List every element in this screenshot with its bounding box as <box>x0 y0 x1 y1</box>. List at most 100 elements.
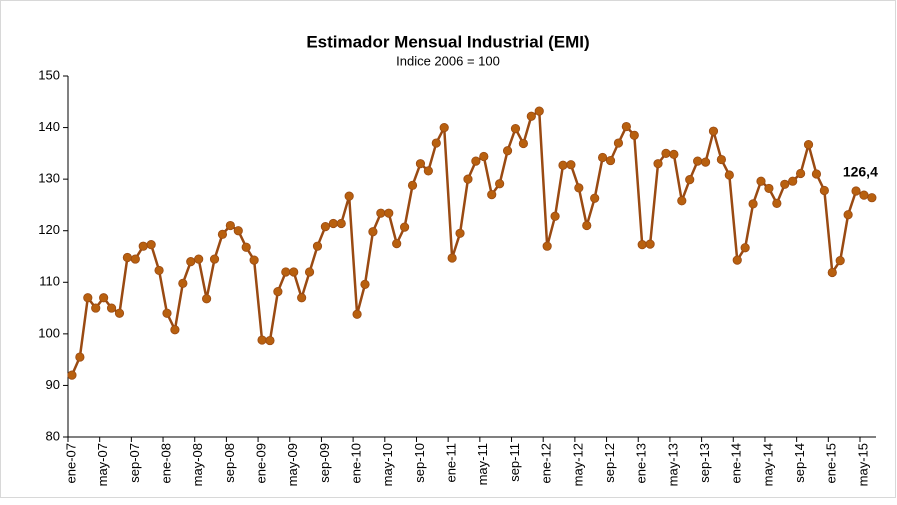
data-point <box>384 208 394 218</box>
x-tick-label: may-10 <box>380 443 395 486</box>
x-tick-label: sep-14 <box>792 443 807 483</box>
x-tick-label: may-11 <box>475 443 490 485</box>
data-point <box>613 138 624 148</box>
data-point <box>281 267 291 277</box>
data-point <box>764 183 774 194</box>
x-tick-label: may-13 <box>665 443 680 486</box>
x-tick-label: ene-08 <box>158 443 173 483</box>
data-label: 126,4 <box>843 163 878 179</box>
y-tick-label: 80 <box>46 428 60 443</box>
x-tick-label: sep-09 <box>317 443 332 483</box>
data-point <box>146 240 156 250</box>
data-point <box>788 176 798 186</box>
x-tick-label: ene-09 <box>253 443 268 483</box>
x-tick-label: may-14 <box>760 443 775 486</box>
data-point <box>510 124 521 134</box>
data-point <box>67 370 77 380</box>
data-point <box>431 138 441 148</box>
data-point <box>700 157 711 167</box>
data-point <box>867 193 877 203</box>
data-point <box>328 218 338 229</box>
x-tick-label: may-09 <box>285 443 300 486</box>
x-tick-label: may-08 <box>190 443 205 486</box>
data-point <box>502 146 513 156</box>
data-point <box>194 254 204 264</box>
x-tick-label: ene-12 <box>539 443 554 483</box>
data-point <box>352 309 362 319</box>
x-tick-label: ene-10 <box>349 443 364 483</box>
data-point <box>732 255 742 265</box>
data-point <box>819 185 829 196</box>
data-point <box>344 191 354 201</box>
y-tick-label: 140 <box>38 119 60 134</box>
x-tick-label: may-15 <box>855 443 870 486</box>
data-point <box>106 303 117 313</box>
data-point <box>439 122 449 133</box>
data-point <box>811 169 822 179</box>
data-point <box>597 152 608 163</box>
chart-subtitle: Indice 2006 = 100 <box>396 53 500 68</box>
data-point <box>629 130 639 140</box>
data-point <box>376 208 386 218</box>
data-point <box>336 218 346 229</box>
data-point <box>415 159 426 169</box>
x-tick-label: may-12 <box>570 443 585 486</box>
data-point <box>447 253 457 263</box>
data-point <box>217 229 228 239</box>
data-point <box>574 183 584 193</box>
data-point <box>186 257 196 267</box>
data-point <box>605 155 616 166</box>
x-tick-label: ene-13 <box>634 443 649 483</box>
data-point <box>534 106 544 116</box>
y-tick-label: 110 <box>39 274 60 289</box>
data-point <box>518 138 529 149</box>
data-point <box>542 241 552 251</box>
data-point <box>91 303 101 313</box>
y-tick-label: 130 <box>38 171 60 186</box>
data-point <box>360 279 370 289</box>
data-point <box>550 211 560 221</box>
data-point <box>582 220 592 231</box>
data-point <box>297 293 307 303</box>
data-point <box>566 160 576 170</box>
data-point <box>716 154 727 165</box>
data-point <box>795 168 806 179</box>
data-point <box>138 241 148 251</box>
data-point <box>693 156 703 166</box>
x-tick-label: ene-14 <box>729 443 744 483</box>
data-point <box>241 242 251 252</box>
data-point <box>423 166 433 176</box>
data-point <box>399 222 410 232</box>
data-point <box>75 352 85 362</box>
x-tick-label: may-07 <box>95 443 110 486</box>
data-point <box>645 239 655 249</box>
data-point <box>803 139 814 150</box>
data-point <box>661 148 671 158</box>
data-point <box>653 159 663 169</box>
data-point <box>708 126 719 136</box>
data-point <box>859 190 869 200</box>
data-point <box>748 199 758 209</box>
data-point <box>320 221 330 232</box>
data-point <box>130 254 140 264</box>
data-point <box>772 198 782 208</box>
data-point <box>265 335 275 346</box>
data-point <box>637 240 647 250</box>
data-point <box>209 254 220 264</box>
data-point <box>669 149 679 159</box>
x-tick-label: sep-13 <box>697 443 712 483</box>
data-point <box>740 243 750 253</box>
data-point <box>233 226 243 236</box>
data-point <box>463 174 473 184</box>
chart-title: Estimador Mensual Industrial (EMI) <box>306 32 589 51</box>
x-tick-label: sep-07 <box>127 443 142 483</box>
x-tick-label: sep-11 <box>507 443 522 482</box>
data-point <box>677 196 687 206</box>
data-point <box>843 210 853 220</box>
data-point <box>154 265 164 276</box>
data-point <box>312 241 323 251</box>
data-point <box>780 179 790 189</box>
data-point <box>368 227 378 237</box>
data-point <box>392 239 402 249</box>
